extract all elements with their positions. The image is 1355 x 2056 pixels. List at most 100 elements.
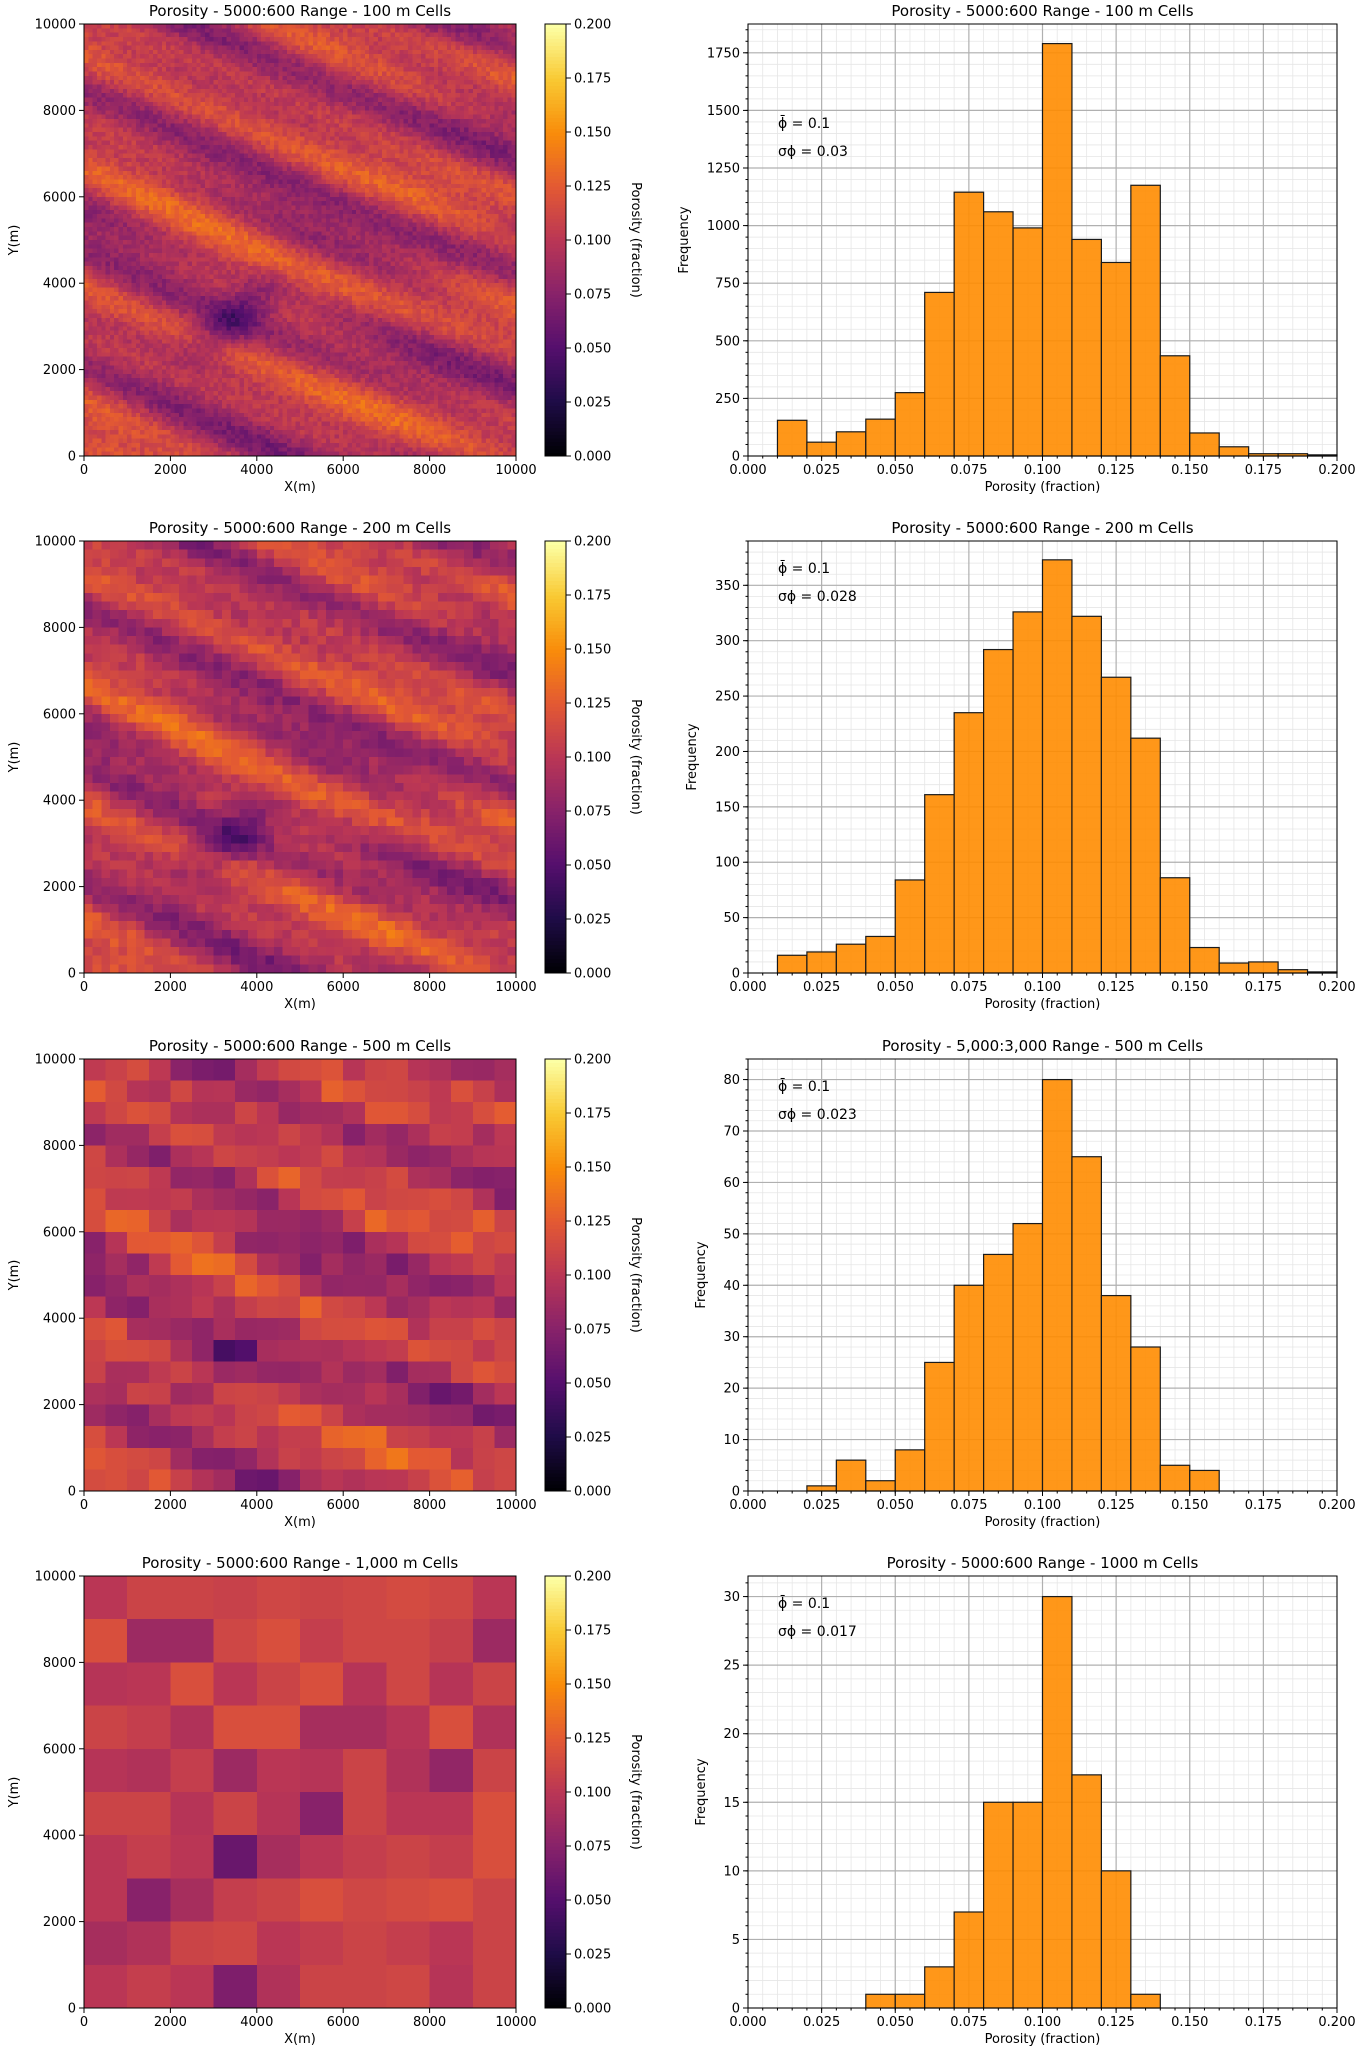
map-cell — [446, 114, 452, 120]
map-cell — [187, 201, 193, 207]
map-cell — [334, 149, 340, 155]
map-cell — [382, 205, 387, 211]
map-cell — [420, 97, 426, 103]
map-cell — [204, 166, 210, 172]
map-cell — [109, 166, 115, 172]
map-cell — [330, 179, 336, 185]
map-cell — [109, 24, 115, 29]
map-cell — [490, 183, 495, 189]
map-cell — [416, 132, 422, 137]
map-cell — [459, 127, 465, 133]
map-cell — [494, 114, 500, 120]
map-cell — [135, 183, 141, 189]
map-cell — [477, 54, 483, 60]
map-cell — [196, 205, 202, 211]
map-cell — [459, 80, 465, 86]
map-cell — [503, 119, 508, 124]
map-cell — [179, 188, 184, 194]
map-cell — [282, 140, 288, 146]
map-cell — [446, 106, 452, 111]
map-cell — [507, 196, 513, 202]
map-cell — [472, 183, 478, 189]
map-cell — [217, 49, 223, 55]
map-cell — [84, 49, 89, 55]
map-cell — [278, 140, 284, 146]
map-cell — [179, 45, 184, 51]
map-cell — [438, 132, 444, 137]
map-cell — [135, 214, 141, 219]
map-cell — [425, 123, 431, 129]
map-cell — [179, 157, 184, 163]
map-cell — [425, 71, 431, 77]
map-cell — [161, 209, 167, 215]
map-cell — [248, 140, 254, 146]
map-cell — [464, 144, 470, 150]
map-cell — [468, 149, 474, 155]
map-cell — [356, 201, 362, 207]
map-cell — [161, 58, 167, 64]
map-cell — [386, 132, 392, 137]
map-cell — [481, 75, 487, 81]
map-cell — [382, 209, 387, 215]
map-cell — [373, 88, 379, 94]
map-cell — [364, 80, 370, 86]
map-cell — [252, 170, 258, 176]
map-cell — [265, 170, 271, 176]
map-cell — [140, 36, 146, 42]
map-cell — [105, 32, 111, 38]
map-cell — [429, 32, 435, 38]
map-cell — [360, 196, 366, 202]
map-cell — [490, 201, 495, 207]
map-cell — [88, 36, 94, 42]
map-cell — [356, 157, 362, 163]
map-cell — [477, 110, 483, 116]
map-cell — [494, 58, 500, 64]
map-cell — [408, 54, 413, 60]
map-cell — [230, 62, 236, 68]
map-cell — [304, 93, 310, 99]
map-cell — [239, 127, 245, 133]
map-cell — [204, 80, 210, 86]
map-cell — [390, 209, 396, 215]
map-cell — [395, 153, 400, 159]
map-cell — [148, 71, 154, 77]
map-cell — [274, 175, 279, 181]
map-cell — [403, 67, 409, 73]
map-cell — [131, 132, 137, 137]
map-cell — [300, 75, 305, 81]
map-cell — [369, 41, 375, 47]
map-cell — [118, 196, 124, 202]
map-cell — [217, 144, 223, 150]
map-cell — [399, 80, 405, 86]
map-cell — [420, 123, 426, 129]
map-cell — [256, 88, 262, 94]
map-cell — [330, 119, 336, 124]
map-cell — [252, 201, 258, 207]
map-cell — [442, 62, 448, 68]
map-cell — [459, 101, 465, 107]
map-cell — [183, 153, 189, 159]
map-cell — [222, 101, 228, 107]
map-cell — [364, 209, 370, 215]
map-cell — [343, 71, 349, 77]
map-cell — [114, 140, 120, 146]
map-cell — [187, 41, 193, 47]
map-cell — [412, 166, 418, 172]
map-cell — [101, 132, 107, 137]
map-cell — [308, 132, 314, 137]
map-cell — [364, 136, 370, 142]
map-cell — [192, 101, 197, 107]
map-cell — [485, 231, 491, 237]
map-cell — [295, 36, 301, 42]
map-cell — [204, 123, 210, 129]
map-cell — [252, 41, 258, 47]
map-cell — [114, 123, 120, 129]
map-cell — [390, 88, 396, 94]
map-cell — [317, 88, 323, 94]
map-cell — [334, 32, 340, 38]
map-cell — [485, 144, 491, 150]
map-cell — [412, 28, 418, 34]
map-cell — [127, 205, 133, 211]
map-cell — [408, 114, 413, 120]
